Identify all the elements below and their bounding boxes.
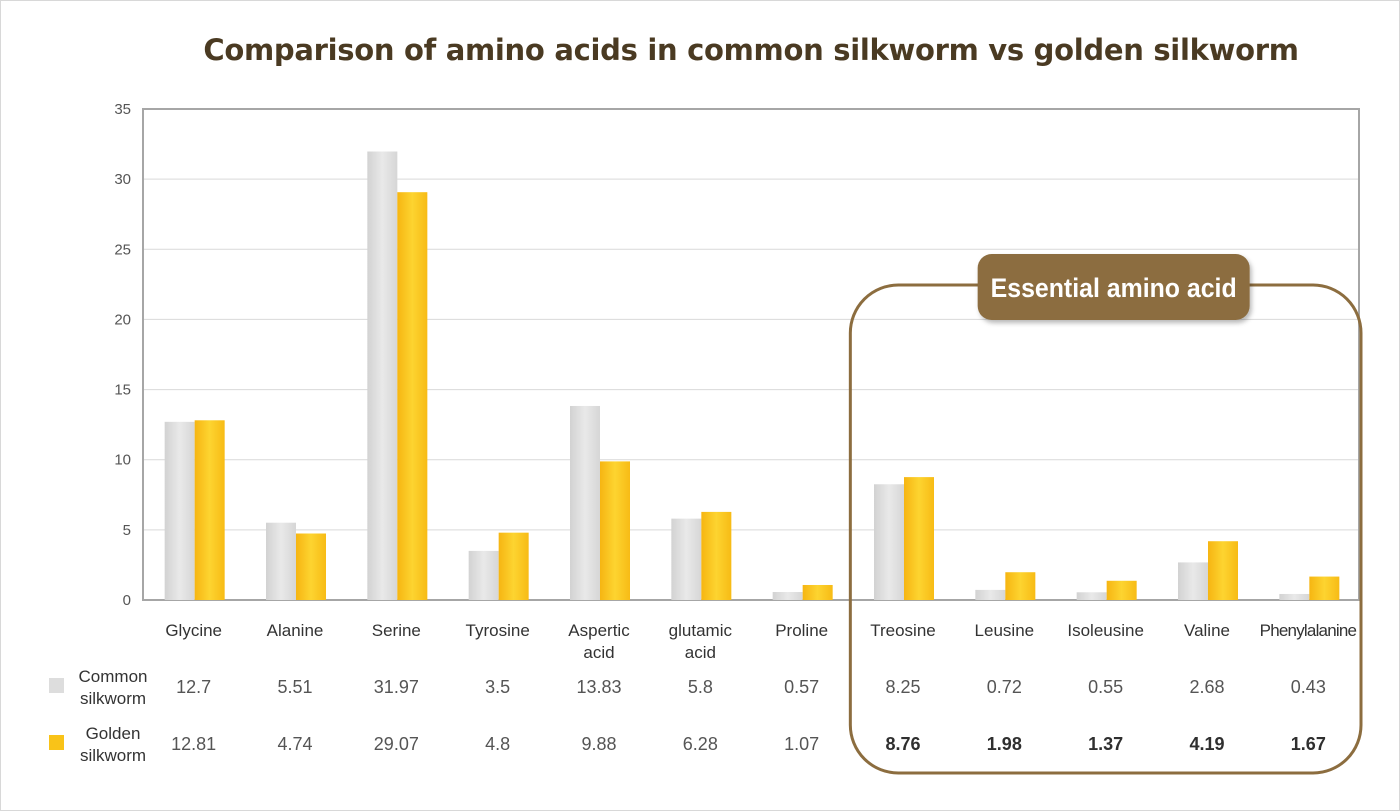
legend-swatch	[49, 678, 64, 693]
table-value: 9.88	[581, 734, 616, 754]
bar	[1005, 572, 1036, 600]
table-value: 4.19	[1189, 734, 1224, 754]
x-category-label: Alanine	[267, 621, 324, 640]
bar	[1178, 562, 1208, 600]
y-tick-label: 25	[114, 241, 131, 258]
table-value: 29.07	[374, 734, 419, 754]
table-value: 5.51	[277, 677, 312, 697]
table-value: 0.43	[1291, 677, 1326, 697]
table-value: 12.81	[171, 734, 216, 754]
y-tick-label: 35	[114, 101, 131, 118]
x-category-label: Serine	[372, 621, 421, 640]
bar	[194, 420, 225, 600]
y-tick-label: 10	[114, 452, 131, 469]
bar	[772, 592, 803, 600]
x-category-label: Tyrosine	[466, 621, 530, 640]
bar	[1076, 592, 1107, 600]
x-category-label: Glycine	[165, 621, 222, 640]
bar	[164, 421, 195, 600]
x-category-label: Proline	[775, 621, 828, 640]
table-value: 12.7	[176, 677, 211, 697]
bar	[975, 589, 1006, 600]
table-value: 1.98	[987, 734, 1022, 754]
table-value: 31.97	[374, 677, 419, 697]
x-category-label: Phenylalanine	[1260, 621, 1357, 640]
x-category-label: Leusine	[975, 621, 1035, 640]
bar	[671, 518, 702, 600]
table-value: 0.55	[1088, 677, 1123, 697]
y-tick-label: 0	[123, 592, 131, 609]
x-category-label: Valine	[1184, 621, 1230, 640]
x-category-label: glutamic acid	[669, 621, 733, 662]
table-value: 4.8	[485, 734, 510, 754]
essential-amino-acid-label-bg	[977, 254, 1250, 320]
x-category-label: Treosine	[870, 621, 936, 640]
y-tick-label: 20	[114, 311, 131, 328]
bar	[468, 550, 499, 600]
x-category-label: Isoleusine	[1067, 621, 1144, 640]
chart-title: Comparison of amino acids in common silk…	[203, 33, 1299, 67]
bar	[296, 533, 326, 600]
bar	[1106, 580, 1137, 600]
bar	[397, 192, 428, 600]
bar	[367, 151, 398, 600]
table-value: 8.76	[885, 734, 920, 754]
legend-label: Common silkworm	[79, 667, 148, 708]
legend-label: Golden silkworm	[80, 724, 146, 765]
y-tick-label: 30	[114, 171, 131, 188]
table-value: 8.25	[885, 677, 920, 697]
y-tick-label: 15	[114, 382, 131, 399]
table-value: 0.72	[987, 677, 1022, 697]
bar	[802, 584, 833, 600]
plot-frame	[142, 108, 1360, 601]
bar	[1208, 541, 1238, 600]
essential-amino-acid-label: Essential amino acid	[991, 273, 1237, 303]
table-value: 1.07	[784, 734, 819, 754]
bar	[874, 484, 904, 600]
table-value: 2.68	[1189, 677, 1224, 697]
table-value: 1.37	[1088, 734, 1123, 754]
legend-swatch	[49, 735, 64, 750]
table-value: 1.67	[1291, 734, 1326, 754]
bar	[904, 477, 934, 600]
x-category-label: Aspertic acid	[568, 621, 630, 662]
bar	[266, 522, 296, 600]
bar	[1279, 593, 1310, 600]
bar	[1309, 576, 1340, 600]
y-tick-label: 5	[123, 522, 131, 539]
bar	[600, 461, 630, 600]
bar	[498, 532, 529, 600]
table-value: 13.83	[576, 677, 621, 697]
bar	[701, 511, 732, 600]
table-value: 0.57	[784, 677, 819, 697]
table-value: 6.28	[683, 734, 718, 754]
table-value: 3.5	[485, 677, 510, 697]
bar	[570, 405, 600, 600]
table-value: 5.8	[688, 677, 713, 697]
table-value: 4.74	[277, 734, 312, 754]
